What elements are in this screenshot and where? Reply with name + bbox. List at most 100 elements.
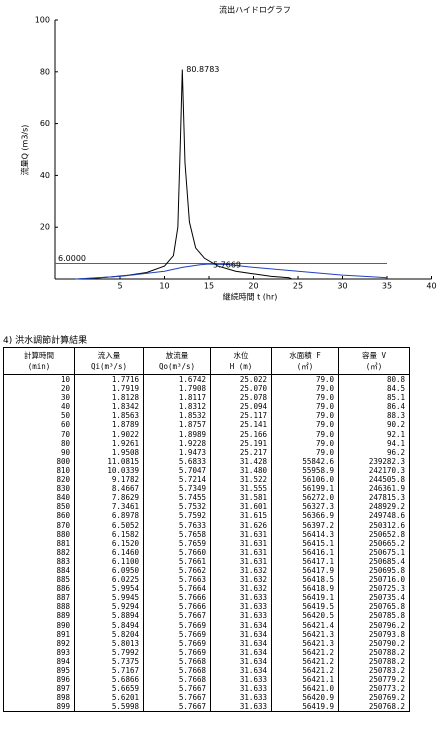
table-cell: 239282.3 bbox=[338, 456, 410, 466]
table-cell: 31.428 bbox=[210, 456, 272, 466]
table-cell: 56419.5 bbox=[271, 602, 339, 612]
table-cell: 56416.1 bbox=[271, 547, 339, 557]
table-cell: 250785.8 bbox=[338, 611, 410, 621]
column-header: 放流量 Qo(m³/s) bbox=[143, 347, 211, 375]
table-cell: 5.7532 bbox=[143, 502, 211, 512]
table-cell: 1.8128 bbox=[74, 393, 144, 403]
table-cell: 56397.2 bbox=[271, 520, 339, 530]
table-cell: 893 bbox=[3, 647, 75, 657]
table-cell: 250788.2 bbox=[338, 647, 410, 657]
table-cell: 31.634 bbox=[210, 666, 272, 676]
table-row: 886 5.9954 5.7664 31.632 56418.9 250725.3 bbox=[3, 584, 410, 594]
table-cell: 840 bbox=[3, 493, 75, 503]
table-cell: 90 bbox=[3, 447, 75, 457]
table-cell: 56421.3 bbox=[271, 638, 339, 648]
table-cell: 5.9294 bbox=[74, 602, 144, 612]
table-cell: 79.0 bbox=[271, 447, 339, 457]
table-cell: 249748.6 bbox=[338, 511, 410, 521]
x-tick-label: 25 bbox=[293, 282, 303, 291]
table-cell: 31.626 bbox=[210, 520, 272, 530]
y-tick-label: 20 bbox=[40, 223, 50, 232]
table-cell: 90.2 bbox=[338, 420, 410, 430]
table-cell: 250788.2 bbox=[338, 656, 410, 666]
table-cell: 31.633 bbox=[210, 693, 272, 703]
table-cell: 86.4 bbox=[338, 402, 410, 412]
table-cell: 244505.8 bbox=[338, 475, 410, 485]
table-row: 883 6.1100 5.7661 31.631 56417.1 250685.4 bbox=[3, 556, 410, 566]
table-cell: 5.7658 bbox=[143, 529, 211, 539]
table-row: 870 6.5052 5.7633 31.626 56397.2 250312.6 bbox=[3, 520, 410, 530]
table-cell: 60 bbox=[3, 420, 75, 430]
table-cell: 810 bbox=[3, 465, 75, 476]
table-cell: 1.7716 bbox=[74, 374, 144, 385]
table-cell: 56421.0 bbox=[271, 684, 339, 694]
table-row: 882 6.1460 5.7660 31.631 56416.1 250675.1 bbox=[3, 547, 410, 557]
column-header: 水面積 F (㎡) bbox=[271, 347, 339, 375]
table-cell: 5.6833 bbox=[143, 456, 211, 466]
table-cell: 5.7667 bbox=[143, 684, 211, 694]
header-text: 放流量 bbox=[165, 351, 189, 360]
table-cell: 20 bbox=[3, 384, 75, 394]
table-cell: 11.0815 bbox=[74, 456, 144, 466]
table-cell: 10 bbox=[3, 374, 75, 385]
table-cell: 56418.9 bbox=[271, 584, 339, 594]
table-cell: 6.0225 bbox=[74, 575, 144, 585]
table-cell: 891 bbox=[3, 629, 75, 639]
table-cell: 896 bbox=[3, 675, 75, 685]
table-cell: 25.117 bbox=[210, 411, 272, 421]
table-cell: 80 bbox=[3, 438, 75, 448]
table-cell: 31.555 bbox=[210, 484, 272, 494]
table-cell: 25.141 bbox=[210, 420, 272, 430]
table-row: 888 5.9294 5.7666 31.633 56419.5 250765.8 bbox=[3, 602, 410, 612]
table-cell: 1.8312 bbox=[143, 402, 211, 412]
table-row: 893 5.7992 5.7669 31.634 56421.2 250788.2 bbox=[3, 647, 410, 657]
table-cell: 56327.3 bbox=[271, 502, 339, 512]
table-cell: 1.7908 bbox=[143, 384, 211, 394]
table-cell: 31.631 bbox=[210, 529, 272, 539]
table-cell: 250793.8 bbox=[338, 629, 410, 639]
table-cell: 250716.0 bbox=[338, 575, 410, 585]
table-cell: 79.0 bbox=[271, 420, 339, 430]
table-cell: 250652.8 bbox=[338, 529, 410, 539]
table-cell: 830 bbox=[3, 484, 75, 494]
table-cell: 5.8894 bbox=[74, 611, 144, 621]
x-tick-label: 10 bbox=[159, 282, 169, 291]
table-cell: 250725.3 bbox=[338, 584, 410, 594]
table-cell: 1.9228 bbox=[143, 438, 211, 448]
table-cell: 5.7668 bbox=[143, 675, 211, 685]
y-tick-label: 40 bbox=[40, 171, 50, 180]
table-cell: 56421.2 bbox=[271, 647, 339, 657]
table-cell: 1.8117 bbox=[143, 393, 211, 403]
table-cell: 250790.2 bbox=[338, 638, 410, 648]
table-cell: 5.7669 bbox=[143, 638, 211, 648]
column-header: 流入量 Qi(m³/s) bbox=[74, 347, 144, 375]
table-cell: 70 bbox=[3, 429, 75, 439]
table-cell: 5.7663 bbox=[143, 575, 211, 585]
table-cell: 31.615 bbox=[210, 511, 272, 521]
table-cell: 5.7661 bbox=[143, 556, 211, 566]
table-cell: 5.7375 bbox=[74, 656, 144, 666]
table-row: 830 8.4667 5.7349 31.555 56199.1 246361.9 bbox=[3, 484, 410, 494]
table-cell: 820 bbox=[3, 475, 75, 485]
table-cell: 850 bbox=[3, 502, 75, 512]
table-cell: 31.633 bbox=[210, 602, 272, 612]
table-cell: 6.1460 bbox=[74, 547, 144, 557]
table-cell: 5.7659 bbox=[143, 538, 211, 548]
table-row: 860 6.8978 5.7592 31.615 56366.9 249748.6 bbox=[3, 511, 410, 521]
table-cell: 25.166 bbox=[210, 429, 272, 439]
x-tick-label: 30 bbox=[337, 282, 347, 291]
table-cell: 25.078 bbox=[210, 393, 272, 403]
table-cell: 883 bbox=[3, 556, 75, 566]
table-cell: 96.2 bbox=[338, 447, 410, 457]
table-row: 20 1.7919 1.7908 25.070 79.0 84.5 bbox=[3, 384, 410, 394]
table-row: 892 5.8013 5.7669 31.634 56421.3 250790.2 bbox=[3, 638, 410, 648]
table-cell: 5.6866 bbox=[74, 675, 144, 685]
table-cell: 56421.4 bbox=[271, 620, 339, 630]
table-cell: 5.7669 bbox=[143, 620, 211, 630]
table-cell: 9.1782 bbox=[74, 475, 144, 485]
table-cell: 889 bbox=[3, 611, 75, 621]
table-cell: 5.9954 bbox=[74, 584, 144, 594]
y-axis-label: 流量Q (m3/s) bbox=[20, 125, 30, 176]
table-cell: 5.6201 bbox=[74, 693, 144, 703]
table-cell: 31.632 bbox=[210, 565, 272, 576]
